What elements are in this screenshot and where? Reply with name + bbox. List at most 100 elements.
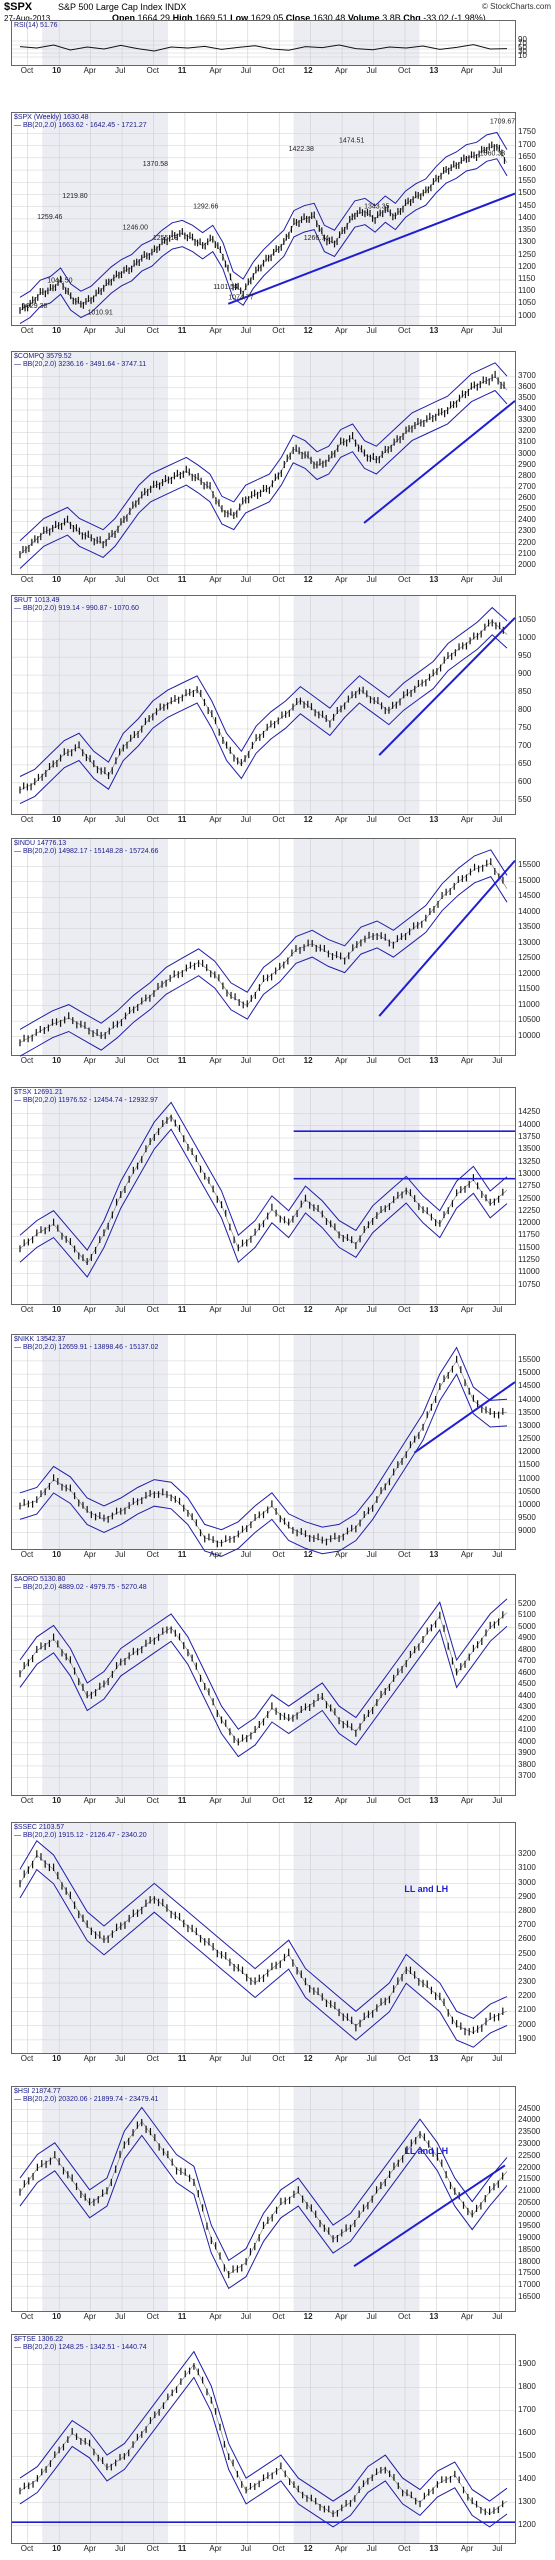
- x-tick-label: Apr: [460, 66, 474, 75]
- x-tick-label: Apr: [335, 1056, 348, 1065]
- x-tick-label: Apr: [460, 815, 474, 824]
- x-tick-label: 11: [177, 2544, 187, 2553]
- y-tick-label: 2700: [518, 1920, 536, 1930]
- y-tick-label: 1450: [518, 200, 536, 210]
- year-shade: [42, 2087, 168, 2311]
- x-tick-label: Jul: [115, 66, 126, 75]
- year-shade: [42, 352, 168, 574]
- y-tick-label: 1750: [518, 127, 536, 137]
- y-tick-label: 4700: [518, 1656, 536, 1666]
- x-tick-label: 11: [177, 1550, 187, 1559]
- y-tick-label: 12500: [518, 1434, 541, 1444]
- y-tick-label: 10: [518, 51, 527, 60]
- x-tick-label: Jul: [115, 815, 126, 824]
- price-annotation: 1074.77: [228, 295, 253, 302]
- price-annotation: 1560.33: [480, 150, 505, 157]
- x-tick-label: Oct: [146, 1305, 159, 1314]
- x-tick-label: Jul: [366, 1305, 377, 1314]
- price-annotation: 1044.50: [47, 278, 72, 285]
- bollinger-lower: [19, 634, 508, 805]
- x-tick-label: Oct: [20, 1550, 34, 1559]
- x-tick-label: Apr: [460, 2544, 474, 2553]
- year-shade: [42, 1088, 168, 1304]
- x-tick-label: Jul: [366, 2054, 377, 2063]
- x-tick-label: Apr: [209, 1796, 222, 1805]
- y-tick-label: 600: [518, 776, 532, 786]
- y-tick-label: 21000: [518, 2186, 541, 2196]
- y-tick-label: 19500: [518, 2221, 541, 2231]
- y-tick-label: 11000: [518, 1267, 540, 1277]
- x-tick-label: Apr: [209, 2312, 222, 2321]
- symbol: $SPX: [4, 1, 33, 13]
- x-tick-label: Oct: [146, 575, 159, 584]
- quote-date: 27-Aug-2013: [4, 14, 51, 23]
- y-tick-label: 2900: [518, 459, 536, 469]
- x-tick-label: 13: [429, 1550, 439, 1559]
- x-tick-label: Apr: [460, 2312, 474, 2321]
- x-tick-label: 11: [177, 1305, 187, 1314]
- year-shade: [42, 2335, 168, 2543]
- y-tick-label: 2800: [518, 470, 536, 480]
- x-tick-label: 10: [52, 2312, 62, 2321]
- x-tick-label: Jul: [366, 1056, 377, 1065]
- y-tick-label: 13000: [518, 937, 541, 947]
- y-tick-label: 1050: [518, 298, 536, 308]
- x-tick-label: Jul: [366, 1550, 377, 1559]
- annotation-label: LL and LH: [404, 2146, 448, 2156]
- x-tick-label: Jul: [240, 1796, 252, 1805]
- y-tick-label: 2600: [518, 1934, 536, 1944]
- x-tick-label: 10: [52, 1796, 62, 1805]
- y-tick-label: 18000: [518, 2256, 541, 2266]
- x-tick-label: Oct: [146, 1796, 159, 1805]
- year-shade: [293, 352, 420, 574]
- y-tick-label: 15500: [518, 1354, 541, 1364]
- y-tick-label: 20000: [518, 2209, 541, 2219]
- y-tick-label: 2000: [518, 559, 536, 569]
- x-tick-label: Jul: [492, 326, 503, 335]
- y-tick-label: 22000: [518, 2162, 541, 2172]
- y-tick-label: 12000: [518, 1447, 541, 1457]
- x-tick-label: Oct: [272, 575, 285, 584]
- x-tick-label: Oct: [397, 2544, 411, 2553]
- x-tick-label: Jul: [240, 1550, 252, 1559]
- price-annotation: 1010.91: [87, 309, 112, 316]
- x-tick-label: 11: [177, 66, 187, 75]
- x-tick-label: Oct: [20, 326, 34, 335]
- x-tick-label: Apr: [83, 66, 97, 75]
- year-shade: [293, 1823, 420, 2053]
- y-tick-label: 900: [518, 669, 532, 679]
- panel-spx: $SPX (Weekly) 1630.48— BB(20,2.0) 1663.6…: [11, 112, 516, 326]
- y-tick-label: 2300: [518, 1977, 536, 1987]
- y-tick-label: 2100: [518, 2005, 536, 2015]
- panel-title: $AORD 5130.80: [14, 1576, 66, 1583]
- y-tick-label: 12750: [518, 1181, 541, 1191]
- x-tick-label: 10: [52, 575, 62, 584]
- x-tick-label: Apr: [335, 2544, 348, 2553]
- x-tick-label: Apr: [83, 575, 97, 584]
- y-tick-label: 3400: [518, 404, 536, 414]
- y-tick-label: 3300: [518, 415, 536, 425]
- y-tick-label: 9000: [518, 1526, 536, 1536]
- x-tick-label: Jul: [366, 575, 377, 584]
- y-tick-label: 1500: [518, 188, 536, 198]
- y-tick-label: 3000: [518, 448, 536, 458]
- x-tick-label: Apr: [460, 1796, 474, 1805]
- panel-title: $NIKK 13542.37: [14, 1336, 66, 1343]
- x-tick-label: Oct: [397, 326, 411, 335]
- y-tick-label: 1100: [518, 286, 536, 296]
- x-tick-label: Oct: [20, 815, 34, 824]
- y-tick-label: 5200: [518, 1598, 536, 1608]
- year-shade: [42, 21, 168, 65]
- y-tick-label: 3200: [518, 426, 536, 436]
- y-tick-label: 2200: [518, 1991, 536, 2001]
- x-tick-label: Oct: [146, 815, 159, 824]
- y-tick-label: 11750: [518, 1230, 540, 1240]
- x-tick-label: Jul: [492, 2544, 503, 2553]
- y-tick-label: 3100: [518, 437, 536, 447]
- price-annotation: 1266.74: [304, 235, 329, 242]
- x-tick-label: 12: [303, 1056, 313, 1065]
- price-annotation: 1219.80: [62, 193, 87, 200]
- chart-svg-spx: 1029.38 1044.50 1010.91 1219.80 1259.46 1246.…: [12, 113, 516, 325]
- chart-svg-hsi: LL and LH: [12, 2087, 515, 2311]
- x-tick-label: Oct: [20, 1056, 34, 1065]
